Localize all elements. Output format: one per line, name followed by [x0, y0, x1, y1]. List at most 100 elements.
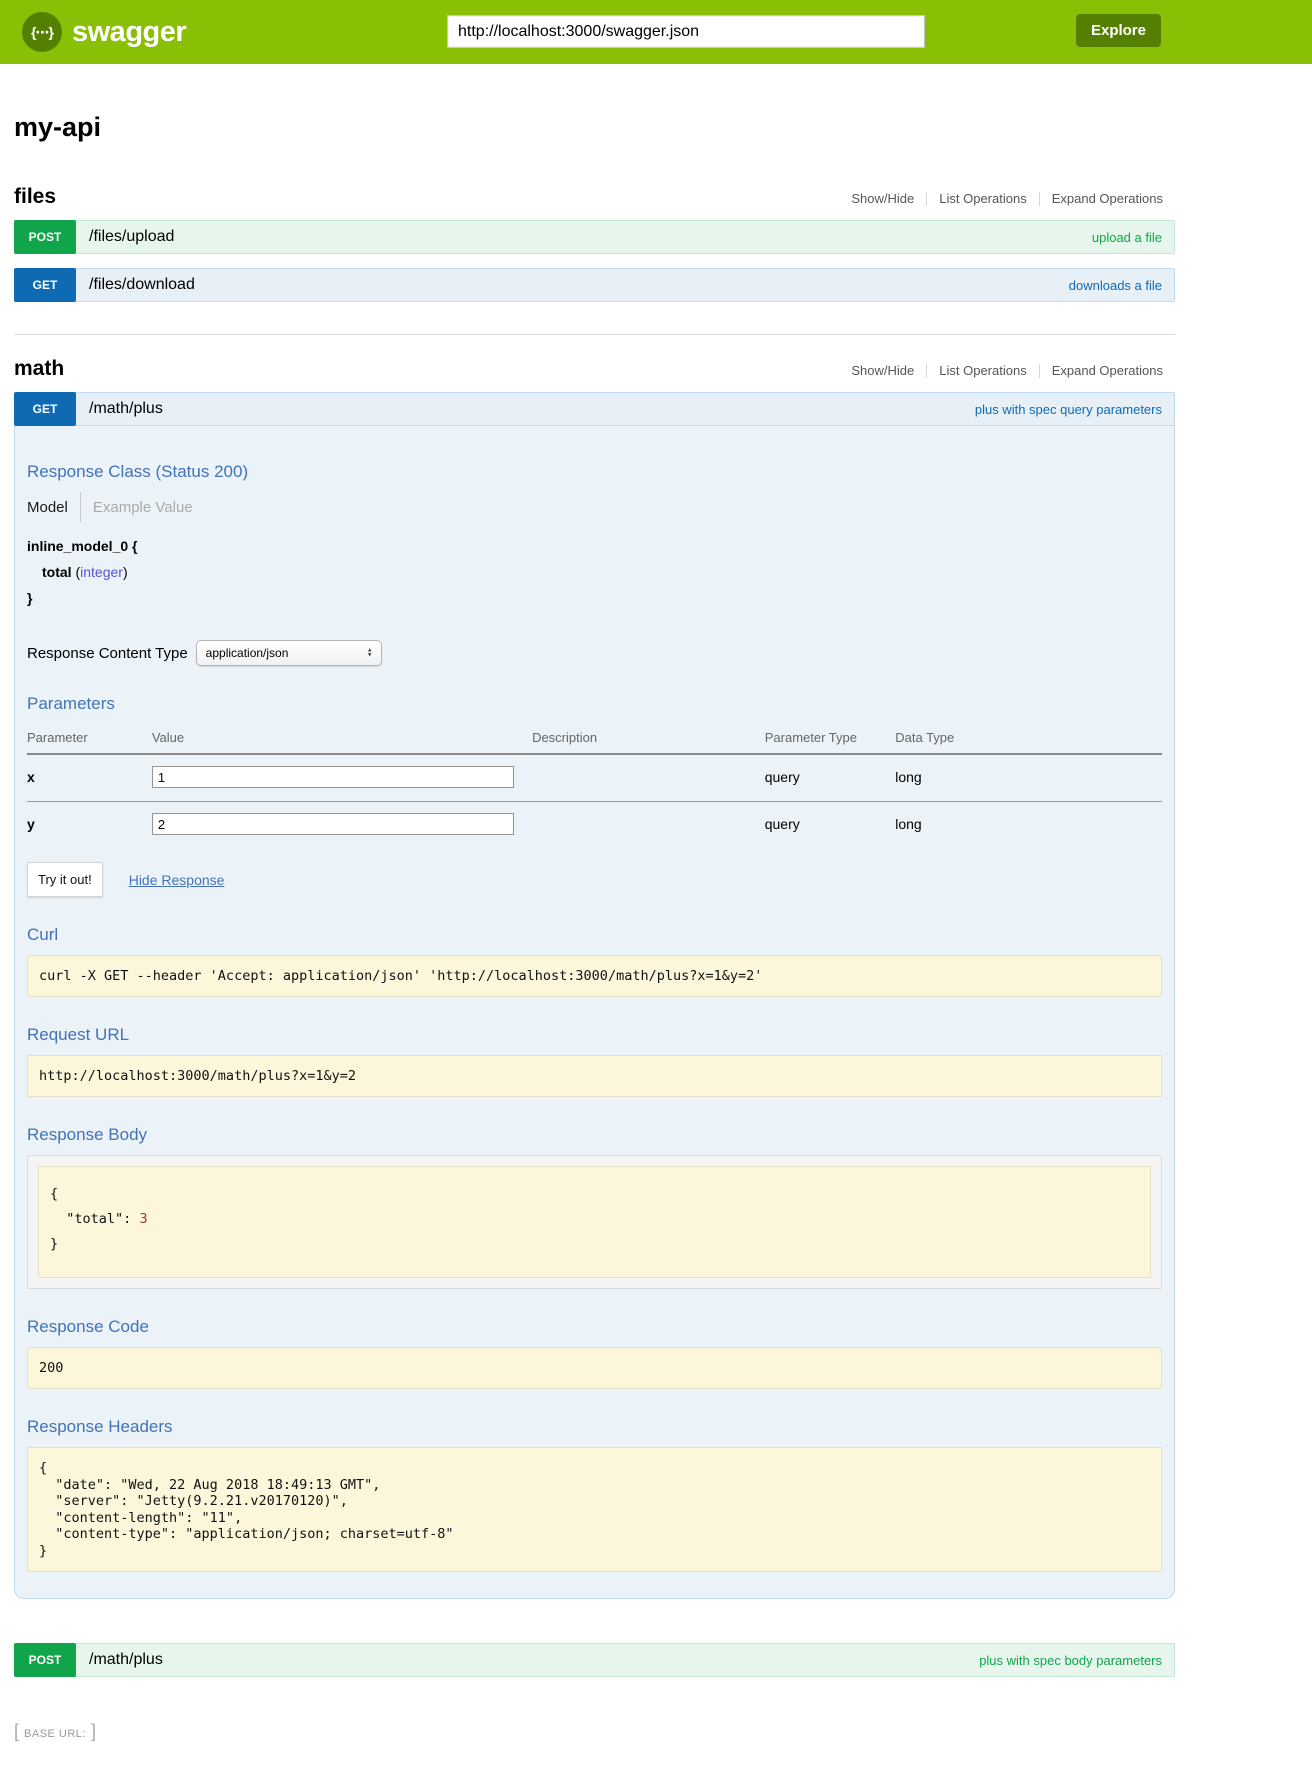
tab-model[interactable]: Model	[27, 498, 68, 516]
top-bar: {⋯} swagger Explore	[0, 0, 1312, 64]
endpoint-get-math-plus[interactable]: GET /math/plus plus with spec query para…	[14, 392, 1175, 426]
parameter-data-type: long	[895, 754, 1162, 803]
response-body-container: { "total": 3 }	[27, 1155, 1162, 1290]
endpoint-post-files-upload[interactable]: POST /files/upload upload a file	[14, 220, 1175, 254]
post-method-badge: POST	[14, 1643, 76, 1678]
operation-expanded-content: Response Class (Status 200) Model Exampl…	[14, 426, 1175, 1600]
swagger-logo[interactable]: {⋯} swagger	[22, 12, 187, 52]
swagger-logo-icon: {⋯}	[22, 12, 62, 52]
swagger-brand-text: swagger	[72, 15, 187, 48]
parameter-name: x	[27, 754, 152, 803]
response-content-type-select[interactable]: application/json ▲ ▼	[195, 640, 382, 667]
expand-operations-link[interactable]: Expand Operations	[1051, 191, 1163, 206]
list-operations-link[interactable]: List Operations	[939, 363, 1027, 378]
parameters-heading: Parameters	[27, 694, 115, 714]
post-method-badge: POST	[14, 220, 76, 254]
base-url-footer: [ BASE URL: ]	[14, 1721, 1175, 1742]
property-name: total	[42, 563, 72, 580]
bracket: ]	[90, 1721, 96, 1742]
parameters-header-row: Parameter Value Description Parameter Ty…	[27, 724, 1162, 756]
files-section-title: files	[14, 185, 57, 208]
response-headers-heading: Response Headers	[27, 1417, 173, 1437]
parameter-name: y	[27, 816, 35, 833]
try-it-out-row: Try it out! Hide Response	[27, 862, 1162, 898]
divider	[1038, 363, 1040, 378]
hide-response-link[interactable]: Hide Response	[128, 871, 225, 888]
divider	[1038, 191, 1040, 206]
try-it-out-button[interactable]: Try it out!	[27, 862, 103, 898]
endpoint-summary-link[interactable]: downloads a file	[1068, 277, 1162, 293]
endpoint-post-math-plus[interactable]: POST /math/plus plus with spec body para…	[14, 1643, 1175, 1678]
response-headers-json: { "date": "Wed, 22 Aug 2018 18:49:13 GMT…	[27, 1447, 1162, 1573]
column-value: Value	[151, 724, 533, 756]
column-parameter: Parameter	[27, 724, 152, 756]
paren: )	[122, 563, 128, 580]
expand-operations-link[interactable]: Expand Operations	[1051, 363, 1163, 378]
base-url-label: BASE URL:	[24, 1728, 86, 1741]
parameter-type: query	[764, 816, 800, 833]
response-code-value: 200	[27, 1347, 1162, 1390]
get-method-badge: GET	[14, 392, 76, 426]
request-url-value: http://localhost:3000/math/plus?x=1&y=2	[27, 1055, 1162, 1098]
explore-button[interactable]: Explore	[1075, 14, 1161, 47]
paren: (	[75, 563, 81, 580]
parameter-data-type: long	[895, 816, 922, 833]
show-hide-link[interactable]: Show/Hide	[851, 363, 915, 378]
parameter-x-input[interactable]	[151, 766, 514, 789]
selected-content-type: application/json	[205, 646, 289, 661]
curl-heading: Curl	[27, 925, 59, 945]
parameter-row-y: y query long	[27, 802, 1162, 849]
tab-example-value[interactable]: Example Value	[92, 498, 193, 516]
math-section-controls: Show/Hide List Operations Expand Operati…	[839, 363, 1175, 378]
endpoint-path[interactable]: /math/plus	[89, 400, 163, 417]
response-content-type-label: Response Content Type	[27, 644, 188, 662]
column-description: Description	[532, 724, 765, 756]
parameter-y-input[interactable]	[151, 813, 514, 836]
parameter-description	[532, 754, 765, 803]
divider	[926, 191, 928, 206]
spec-url-input[interactable]	[447, 15, 925, 48]
json-brace: }	[50, 1236, 59, 1253]
column-parameter-type: Parameter Type	[764, 724, 896, 756]
json-colon: :	[123, 1211, 140, 1228]
response-body-heading: Response Body	[27, 1125, 148, 1145]
property-type: integer	[80, 563, 123, 580]
json-brace: {	[50, 1186, 59, 1203]
parameter-row-x: x query long	[27, 754, 1162, 803]
endpoint-summary-link[interactable]: upload a file	[1091, 229, 1162, 245]
endpoint-get-files-download[interactable]: GET /files/download downloads a file	[14, 268, 1175, 302]
parameter-description	[532, 802, 765, 849]
divider	[79, 492, 81, 522]
divider	[926, 363, 928, 378]
list-operations-link[interactable]: List Operations	[939, 191, 1027, 206]
json-number: 3	[139, 1211, 148, 1228]
response-body-code: { "total": 3 }	[38, 1166, 1151, 1279]
model-property: total (integer)	[42, 564, 1162, 581]
files-section-header: files Show/Hide List Operations Expand O…	[14, 185, 1175, 209]
model-open: inline_model_0 {	[27, 538, 138, 554]
show-hide-link[interactable]: Show/Hide	[851, 191, 915, 206]
parameters-table: Parameter Value Description Parameter Ty…	[27, 724, 1162, 848]
endpoint-summary-link[interactable]: plus with spec body parameters	[979, 1652, 1162, 1668]
column-data-type: Data Type	[895, 724, 1162, 756]
endpoint-path[interactable]: /files/upload	[89, 228, 175, 245]
model-tabs: Model Example Value	[27, 492, 1162, 522]
endpoint-path[interactable]: /files/download	[89, 276, 195, 293]
response-code-heading: Response Code	[27, 1317, 149, 1337]
model-signature: inline_model_0 { total (integer) }	[27, 538, 1162, 606]
endpoint-path[interactable]: /math/plus	[89, 1651, 163, 1669]
response-class-heading: Response Class (Status 200)	[27, 462, 249, 481]
bracket: [	[14, 1721, 20, 1742]
response-content-type-row: Response Content Type application/json ▲…	[27, 640, 1162, 667]
model-close: }	[27, 589, 33, 606]
parameter-type: query	[764, 754, 896, 803]
json-key: "total"	[66, 1211, 124, 1228]
main-content: my-api files Show/Hide List Operations E…	[14, 112, 1175, 1742]
page-title: my-api	[14, 112, 102, 142]
math-section-header: math Show/Hide List Operations Expand Op…	[14, 357, 1175, 381]
get-method-badge: GET	[14, 268, 76, 302]
files-section-controls: Show/Hide List Operations Expand Operati…	[839, 191, 1175, 206]
section-divider	[14, 334, 1175, 335]
curl-command: curl -X GET --header 'Accept: applicatio…	[27, 955, 1162, 998]
endpoint-summary-link[interactable]: plus with spec query parameters	[974, 401, 1162, 417]
